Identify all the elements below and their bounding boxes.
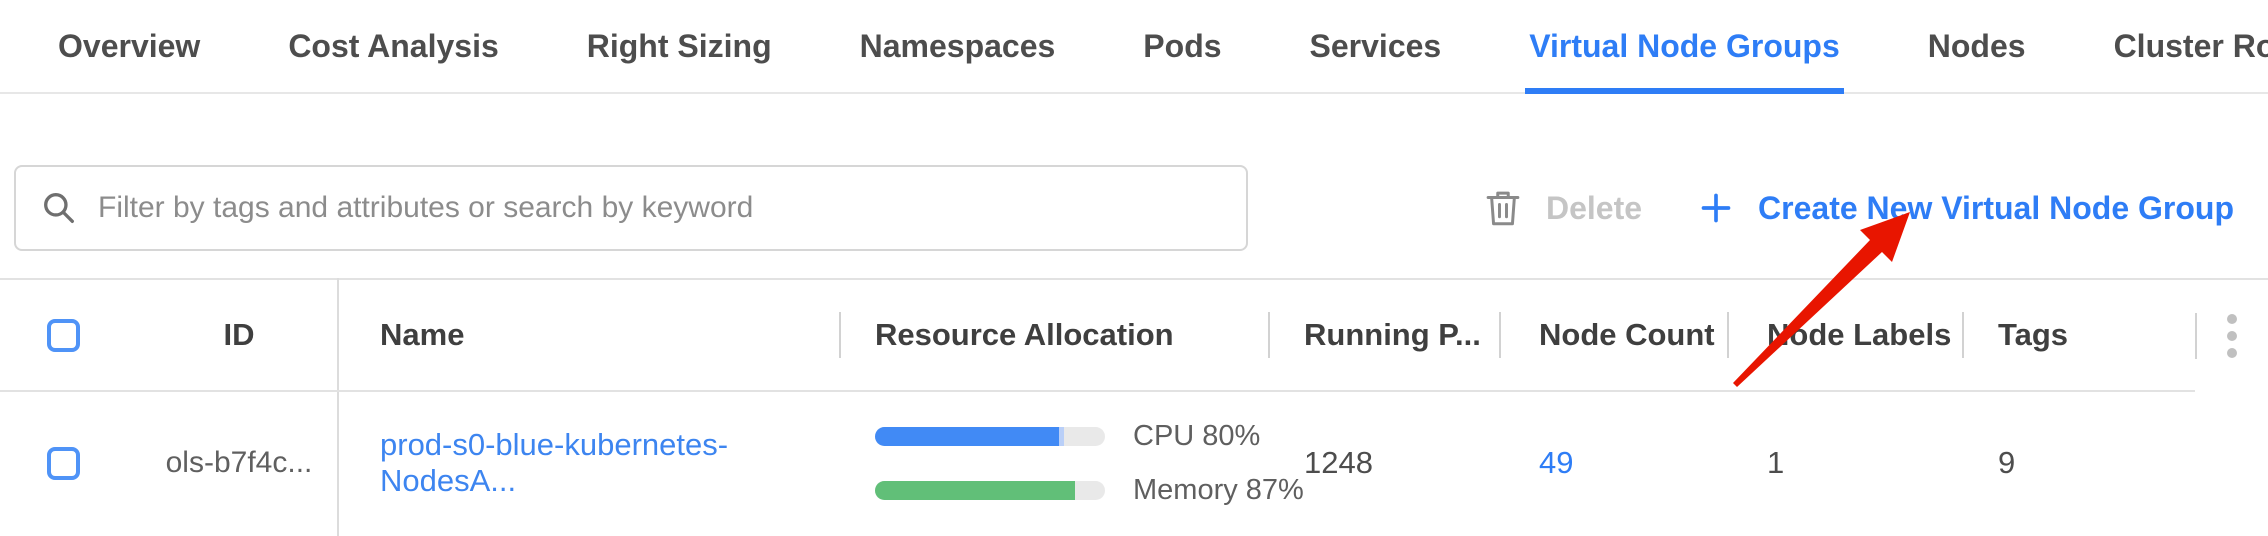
tab-cost-analysis[interactable]: Cost Analysis [288,27,499,64]
tab-right-sizing[interactable]: Right Sizing [586,27,772,64]
select-all-cell [0,280,140,392]
column-header-name[interactable]: Name [338,280,839,392]
tab-services[interactable]: Services [1309,27,1442,64]
tab-overview[interactable]: Overview [58,27,201,64]
row-tags-cell: 9 [1962,390,2195,536]
row-menu-cell [2195,390,2268,536]
plus-icon [1696,188,1736,228]
column-header-node-count[interactable]: Node Count [1499,280,1727,392]
trash-icon [1482,186,1524,230]
cpu-bar-row: CPU 80% [875,420,1304,453]
tab-nodes[interactable]: Nodes [1927,27,2026,64]
tab-cluster-rolls[interactable]: Cluster Rolls [2113,27,2268,64]
column-header-id[interactable]: ID [140,280,338,392]
delete-button-label: Delete [1546,189,1643,226]
column-header-resource-allocation[interactable]: Resource Allocation [839,280,1268,392]
node-labels-value: 1 [1767,445,1785,480]
search-input[interactable] [98,191,1222,225]
row-name-link[interactable]: prod-s0-blue-kubernetes-NodesA... [380,427,729,498]
row-resource-allocation-cell: CPU 80% Memory 87% [839,390,1304,536]
row-id-value: ols-b7f4c... [165,446,313,479]
row-name-cell: prod-s0-blue-kubernetes-NodesA... [338,390,839,536]
virtual-node-groups-table: ID Name Resource Allocation Running P...… [0,278,2268,536]
top-tab-bar: Overview Cost Analysis Right Sizing Name… [0,0,2268,94]
create-button-label: Create New Virtual Node Group [1758,189,2234,226]
memory-bar-row: Memory 87% [875,474,1304,507]
row-node-labels-cell: 1 [1727,390,1962,536]
row-running-pods-cell: 1248 [1268,390,1499,536]
filter-search-box[interactable] [14,165,1248,251]
row-id-cell: ols-b7f4c... [140,390,338,536]
column-header-tags[interactable]: Tags [1962,280,2195,392]
cpu-bar-fill [875,426,1059,446]
select-all-checkbox[interactable] [47,318,80,352]
cpu-label: CPU 80% [1133,419,1261,452]
row-select-cell [0,390,140,536]
column-header-node-labels[interactable]: Node Labels [1727,280,1962,392]
create-new-virtual-node-group-button[interactable]: Create New Virtual Node Group [1696,188,2234,228]
tab-virtual-node-groups[interactable]: Virtual Node Groups [1485,0,1884,94]
memory-label: Memory 87% [1133,473,1304,506]
search-icon [40,189,78,227]
tab-namespaces[interactable]: Namespaces [859,27,1056,64]
resource-bars: CPU 80% Memory 87% [875,420,1304,507]
id-name-column-divider [337,278,339,536]
row-checkbox[interactable] [47,446,80,480]
column-header-running-pods[interactable]: Running P... [1268,280,1499,392]
memory-progress-bar [875,480,1105,500]
cpu-progress-bar [875,426,1105,446]
cpu-bar-secondary-fill [1059,426,1064,446]
tags-value: 9 [1998,445,2016,480]
node-count-link[interactable]: 49 [1539,445,1574,480]
toolbar: Delete Create New Virtual Node Group [14,164,2234,252]
tab-pods[interactable]: Pods [1143,27,1222,64]
memory-bar-fill [875,480,1076,500]
table-header-row: ID Name Resource Allocation Running P...… [0,278,2268,392]
row-node-count-cell: 49 [1499,390,1727,536]
table-row[interactable]: ols-b7f4c... prod-s0-blue-kubernetes-Nod… [0,390,2268,536]
toolbar-actions: Delete Create New Virtual Node Group [1482,186,2234,230]
column-settings-cell [2195,280,2268,392]
running-pods-value: 1248 [1304,445,1373,480]
delete-button[interactable]: Delete [1482,186,1642,230]
column-settings-kebab-icon[interactable] [2226,314,2237,358]
